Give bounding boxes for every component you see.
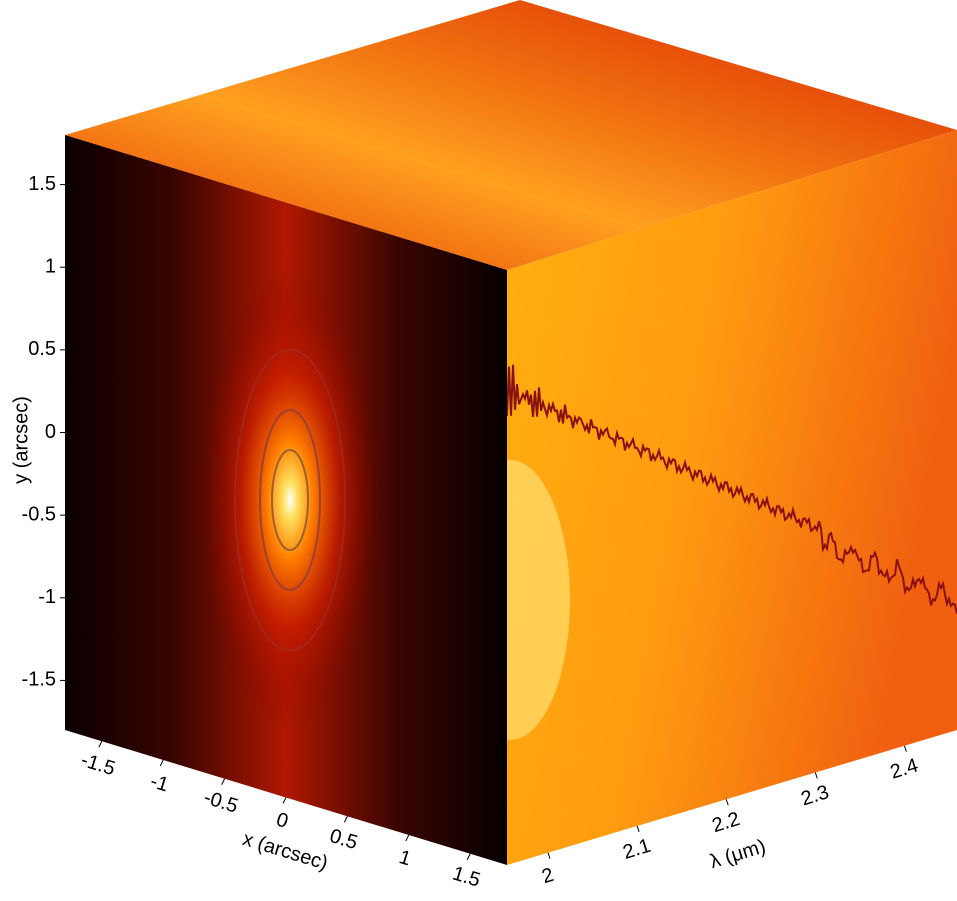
top-face	[65, 0, 957, 270]
x-tick-label: 0.5	[327, 825, 360, 854]
x-tick-label: -1	[148, 770, 171, 796]
y-tick-label: 0	[45, 421, 56, 443]
x-tick	[466, 853, 471, 860]
right-face	[507, 130, 957, 865]
y-tick-label: -1	[38, 586, 56, 608]
x-axis-label: x (arcsec)	[240, 828, 330, 875]
z-axis-label: λ (μm)	[707, 835, 768, 873]
x-tick-label: 1	[396, 846, 413, 870]
z-tick-label: 2.3	[799, 781, 832, 810]
z-tick-label: 2.1	[620, 835, 653, 864]
x-tick	[159, 759, 164, 767]
y-tick-label: -1.5	[22, 669, 56, 691]
y-tick-label: -0.5	[22, 503, 56, 525]
y-axis-label: y (arcsec)	[10, 396, 32, 484]
z-tick	[725, 799, 729, 806]
z-tick-label: 2	[539, 864, 556, 888]
y-tick-label: 1	[45, 256, 56, 278]
x-tick	[98, 741, 103, 748]
x-tick-label: 0	[274, 809, 291, 833]
z-tick	[547, 852, 551, 859]
front-face	[65, 135, 507, 865]
z-tick-label: 2.2	[709, 808, 742, 837]
y-tick-label: 1.5	[28, 173, 56, 195]
y-tick-label: 0.5	[28, 338, 56, 360]
x-tick	[221, 778, 226, 785]
x-tick-label: 1.5	[450, 862, 483, 891]
spectrum	[507, 364, 957, 614]
z-tick-label: 2.4	[888, 754, 921, 783]
z-tick	[636, 825, 640, 833]
z-tick	[814, 772, 818, 779]
z-tick	[903, 745, 907, 752]
x-tick-label: -0.5	[201, 787, 240, 818]
x-tick	[343, 816, 348, 823]
x-tick	[282, 797, 287, 804]
x-tick-label: -1.5	[78, 749, 117, 780]
x-tick	[405, 834, 410, 842]
